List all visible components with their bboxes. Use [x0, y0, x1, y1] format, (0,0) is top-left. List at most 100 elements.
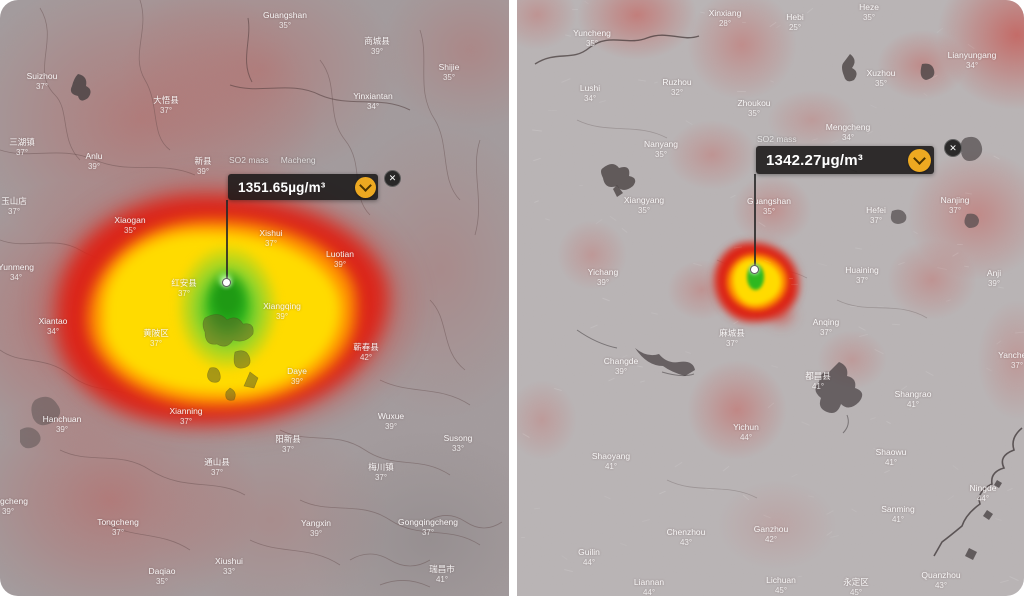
close-icon: ✕ — [388, 173, 397, 183]
so2-haze — [150, 420, 390, 596]
so2-patch — [977, 300, 1024, 420]
so2-haze — [120, 0, 400, 180]
close-icon: ✕ — [949, 142, 957, 153]
so2-heat-blob-yellow — [103, 232, 341, 394]
city-label: Changde 39° — [603, 356, 639, 377]
so2-heat-blob-red — [58, 196, 388, 424]
so2-patch — [732, 175, 812, 245]
picker-line — [226, 200, 228, 280]
city-label: Mengcheng 34° — [825, 122, 871, 143]
city-label: Huaining 37° — [845, 265, 879, 286]
so2-value: 1351.65µg/m³ — [238, 179, 326, 195]
terrain-lines — [0, 0, 509, 596]
city-label: Liannan 44° — [633, 577, 665, 596]
city-label: Xiushui 33° — [215, 556, 243, 577]
terrain-lines — [517, 0, 1024, 596]
so2-patch — [687, 360, 787, 460]
city-label: Anlu 39° — [85, 151, 103, 172]
layer-label: SO2 mass — [757, 134, 797, 144]
city-label: 玉山店 37° — [1, 196, 27, 217]
city-label: Anqing 37° — [812, 317, 840, 338]
city-label: Susong 33° — [443, 433, 473, 454]
city-label: Anji 39° — [986, 268, 1002, 289]
city-label: Suizhou 37° — [26, 71, 58, 92]
city-label: Shijie 35° — [438, 62, 460, 83]
close-picker-button[interactable]: ✕ — [944, 139, 962, 157]
so2-patch — [557, 220, 627, 290]
expand-button[interactable] — [354, 176, 376, 198]
so2-heat-blob-halo — [30, 165, 425, 445]
so2-heat-blob-orange — [88, 220, 356, 406]
city-label: 瑞昌市 41° — [429, 564, 455, 585]
so2-value-tooltip[interactable]: 1342.27µg/m³ — [756, 146, 934, 174]
city-label: Yancheng37° — [998, 350, 1024, 371]
city-label: 蕲春县 42° — [353, 342, 379, 363]
so2-patch — [517, 0, 577, 50]
picker-marker[interactable] — [750, 265, 759, 274]
picker-marker[interactable] — [222, 278, 231, 287]
city-label: Daqiao 35° — [148, 566, 176, 587]
city-label: Guangshan 35° — [263, 10, 307, 31]
so2-haze — [0, 180, 200, 460]
city-label: 黄陂区 37° — [143, 328, 169, 349]
city-label: Shaowu 41° — [875, 447, 907, 468]
city-label: Xiangyang 35° — [623, 195, 665, 216]
expand-button[interactable] — [908, 148, 931, 172]
city-label: 红安县 37° — [171, 278, 197, 299]
city-label: 三湖镇 37° — [9, 137, 35, 158]
city-label: 都昌县 41° — [805, 371, 831, 392]
layer-label: SO2 mass — [229, 155, 269, 165]
city-label: 商城县 39° — [364, 36, 390, 57]
close-picker-button[interactable]: ✕ — [384, 170, 401, 187]
picker-header: SO2 mass Macheng — [229, 155, 316, 165]
so2-heat-blob-tail — [763, 300, 799, 330]
so2-patch — [687, 0, 797, 100]
so2-patch — [667, 120, 757, 190]
chevron-down-icon — [913, 151, 926, 165]
so2-value: 1342.27µg/m³ — [766, 151, 863, 169]
so2-map-wide[interactable]: Yuncheng 35° Xinxiang 28° Hebi 25° Heze 35° Lian… — [517, 0, 1024, 596]
city-label: Ganzhou 42° — [753, 524, 789, 545]
city-label: Xinxiang 28° — [708, 8, 742, 29]
city-label: Shangrao 41° — [894, 389, 932, 410]
city-labels-layer: Guangshan 35° 商城县 39° Shijie 35° Yinxiantan 34°… — [0, 0, 509, 596]
city-label: 大悟县 37° — [153, 95, 179, 116]
city-label: Xishui 37° — [259, 228, 283, 249]
city-label: 麻城县 37° — [719, 328, 745, 349]
city-label: Yuncheng 35° — [573, 28, 611, 49]
city-label: Yinxiantan 34° — [353, 91, 393, 112]
so2-value-tooltip[interactable]: 1351.65µg/m³ — [228, 174, 378, 200]
so2-map-zoomed[interactable]: Guangshan 35° 商城县 39° Shijie 35° Yinxiantan 34°… — [0, 0, 509, 596]
city-label: Heze 35° — [859, 2, 879, 23]
so2-haze — [330, 120, 509, 420]
city-label: Yangxin 39° — [300, 518, 332, 539]
so2-patch — [517, 380, 577, 460]
so2-patch — [667, 260, 737, 320]
city-label: Ningde 44° — [969, 483, 997, 504]
so2-patch — [817, 330, 887, 390]
city-label: Lushi 34° — [579, 83, 601, 104]
wind-particles-layer — [517, 0, 1024, 596]
city-label: Hebi 25° — [786, 12, 804, 33]
city-label: Luotian 39° — [326, 249, 354, 270]
city-label: Gongqingcheng 37° — [397, 517, 459, 538]
city-label: Yichun 44° — [733, 422, 759, 443]
so2-heat-blob-red — [715, 243, 798, 321]
city-label: Chenzhou 43° — [666, 527, 706, 548]
city-label: Zhoukou 35° — [737, 98, 771, 119]
city-labels-layer: Yuncheng 35° Xinxiang 28° Hebi 25° Heze 35° Lian… — [517, 0, 1024, 596]
so2-heat-blob-orange — [727, 254, 787, 310]
picker-header: SO2 mass — [757, 134, 809, 144]
city-label: Xiantao 34° — [38, 316, 68, 337]
so2-patch — [577, 0, 697, 60]
city-label: Xiangqing 39° — [263, 301, 301, 322]
city-label: Xianning 37° — [169, 406, 203, 427]
so2-heat-blob-green — [175, 243, 280, 373]
so2-haze — [0, 380, 260, 596]
lakes-over-blob — [202, 314, 259, 401]
terrain-shade — [300, 430, 509, 596]
station-label: Macheng — [280, 155, 316, 165]
city-label: 梅川镇 37° — [368, 462, 394, 483]
city-label: Wuxue 39° — [377, 411, 405, 432]
